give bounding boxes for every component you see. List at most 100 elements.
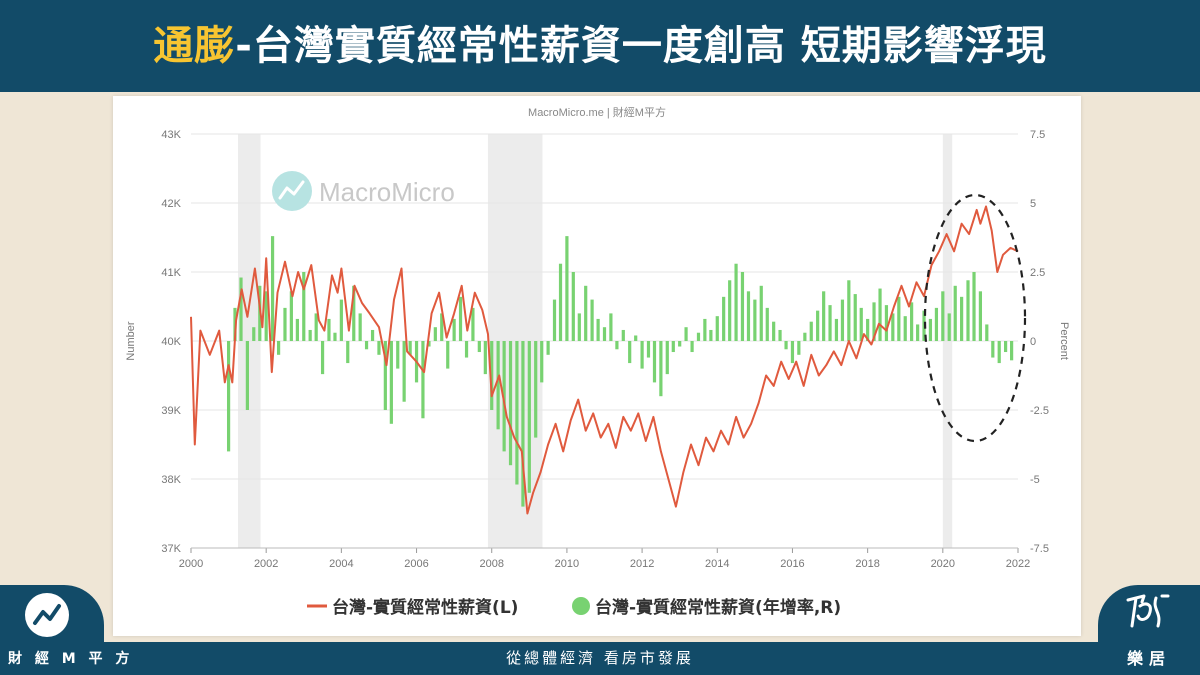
header-bar	[0, 0, 1200, 92]
yoy-bar	[646, 341, 651, 358]
yoy-bar	[471, 307, 475, 341]
yoy-bar	[552, 299, 557, 341]
yoy-bar	[728, 280, 732, 341]
yoy-bar	[703, 318, 707, 341]
yoy-bar	[715, 316, 719, 341]
macromicro-logo-icon	[25, 593, 69, 637]
yoy-bar	[333, 332, 337, 341]
page-title: 通膨-台灣實質經常性薪資一度創高 短期影響浮現	[0, 0, 1200, 92]
yoy-bar	[878, 288, 882, 341]
yoy-bar	[678, 341, 682, 347]
yoy-bar	[239, 277, 243, 341]
x-tick-label: 2022	[1006, 558, 1030, 570]
title-highlight: 通膨	[153, 23, 236, 69]
legend: 台灣-實質經常性薪資(L) 台灣-實質經常性薪資(年增率,R)	[307, 597, 841, 618]
yoy-bar	[916, 324, 920, 341]
yoy-bar	[339, 299, 343, 341]
yoy-bar	[295, 318, 299, 341]
yoy-bar	[446, 341, 450, 369]
y-left-tick-label: 42K	[161, 198, 181, 210]
x-tick-label: 2000	[179, 558, 203, 570]
yoy-bar	[953, 285, 957, 341]
yoy-bar	[577, 313, 581, 341]
yoy-bar	[941, 291, 945, 341]
y-axis-left-label: Number	[125, 321, 137, 360]
yoy-bar	[640, 341, 644, 369]
yoy-bar	[822, 291, 826, 341]
yoy-bar	[584, 285, 588, 341]
wage-line	[190, 205, 1019, 515]
x-tick-label: 2016	[780, 558, 804, 570]
yoy-bar	[270, 236, 275, 341]
yoy-bar	[534, 341, 538, 438]
legend-label-line: 台灣-實質經常性薪資(L)	[332, 597, 518, 618]
yoy-bar	[245, 341, 249, 410]
yoy-bar	[784, 341, 788, 350]
yoy-bar	[684, 327, 688, 341]
yoy-bar	[596, 318, 600, 341]
yoy-bar	[602, 327, 607, 341]
y-left-tick-label: 43K	[161, 129, 181, 141]
y-left-tick-label: 41K	[161, 267, 181, 279]
yoy-bar	[540, 341, 544, 383]
yoy-bar	[314, 313, 318, 341]
yoy-bar	[565, 236, 569, 341]
yoy-bar	[997, 341, 1001, 364]
yoy-bar	[477, 341, 481, 353]
yoy-bar	[960, 296, 964, 341]
y-right-tick-label: -7.5	[1030, 543, 1049, 555]
footer-bar	[0, 642, 1200, 675]
yoy-bar	[665, 341, 669, 375]
yoy-bar	[327, 318, 331, 341]
x-tick-label: 2020	[931, 558, 955, 570]
brand-right-text: 樂居	[1126, 649, 1171, 668]
yoy-bar	[746, 291, 751, 341]
yoy-bar	[985, 324, 989, 341]
yoy-bar	[308, 329, 312, 341]
yoy-bar	[765, 307, 769, 341]
yoy-bar	[502, 341, 506, 452]
yoy-bar	[571, 272, 575, 341]
yoy-bar	[615, 341, 619, 350]
yoy-bar	[370, 329, 375, 341]
y-axis-right-label: Percent	[1058, 322, 1070, 360]
yoy-bar	[264, 291, 268, 341]
yoy-bar	[859, 307, 863, 341]
yoy-bar	[966, 280, 970, 341]
y-left-tick-label: 39K	[161, 405, 181, 417]
yoy-bar	[884, 305, 889, 341]
yoy-bar	[928, 318, 933, 341]
yoy-bar	[652, 341, 657, 383]
yoy-bar	[891, 313, 895, 341]
yoy-bar	[709, 329, 713, 341]
yoy-bar	[377, 341, 381, 355]
brand-left-text: 財 經 M 平 方	[8, 651, 134, 667]
legend-label-bar: 台灣-實質經常性薪資(年增率,R)	[595, 597, 841, 618]
yoy-bar	[483, 341, 487, 375]
yoy-bar	[910, 302, 914, 341]
yoy-bar	[396, 341, 400, 369]
yoy-bar	[490, 341, 494, 410]
yoy-bar	[809, 321, 813, 341]
yoy-bar	[671, 341, 675, 353]
yoy-bar	[402, 341, 406, 402]
yoy-bar	[389, 341, 393, 424]
yoy-bar	[816, 310, 820, 341]
yoy-bar	[383, 341, 387, 410]
yoy-bar	[840, 299, 845, 341]
yoy-bar	[590, 299, 594, 341]
y-left-tick-label: 38K	[161, 474, 181, 486]
yoy-bar	[302, 272, 306, 341]
yoy-bar	[252, 327, 256, 341]
x-tick-label: 2002	[254, 558, 278, 570]
yoy-bar	[408, 341, 412, 355]
yoy-bar	[609, 313, 613, 341]
watermark: MacroMicro	[272, 171, 455, 211]
yoy-bar	[464, 341, 469, 358]
legend-bar-icon	[572, 597, 590, 615]
chart-source: MacroMicro.me | 財經M平方	[528, 105, 666, 119]
yoy-bar	[759, 285, 763, 341]
yoy-bar	[790, 341, 795, 364]
x-tick-label: 2010	[555, 558, 579, 570]
y-right-tick-label: -2.5	[1030, 405, 1049, 417]
